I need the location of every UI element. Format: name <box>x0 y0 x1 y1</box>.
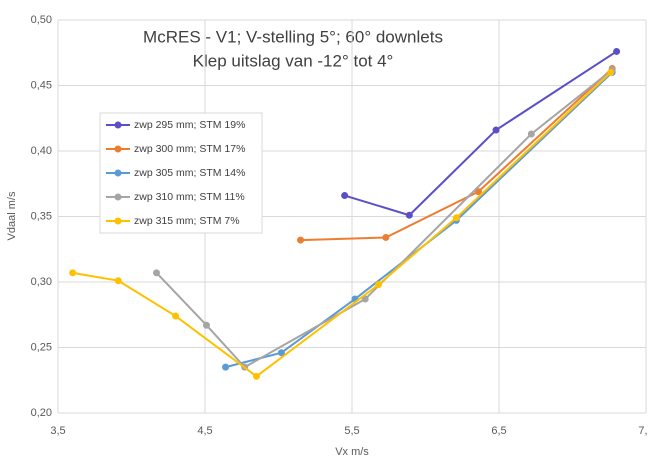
data-point <box>202 321 210 329</box>
y-tick-label: 0,30 <box>31 276 52 288</box>
data-point <box>69 269 77 277</box>
x-tick-label: 4,5 <box>197 425 212 437</box>
y-axis-label: Vdaal m/s <box>6 191 18 240</box>
legend-label: zwp 310 mm; STM 11% <box>134 191 245 203</box>
data-point <box>172 312 180 320</box>
data-point <box>361 295 369 303</box>
data-point <box>613 47 621 55</box>
legend-label: zwp 315 mm; STM 7% <box>134 215 240 227</box>
y-tick-label: 0,45 <box>31 79 52 91</box>
data-point <box>382 233 390 241</box>
data-point <box>341 192 349 200</box>
x-axis-label: Vx m/s <box>335 446 369 458</box>
data-point <box>452 214 460 222</box>
y-tick-label: 0,35 <box>31 210 52 222</box>
x-tick-label: 3,5 <box>50 425 65 437</box>
y-tick-label: 0,20 <box>31 407 52 419</box>
data-point <box>114 277 122 285</box>
x-tick-label: 6,5 <box>491 425 506 437</box>
data-point <box>277 349 285 357</box>
data-point <box>527 130 535 138</box>
legend-label: zwp 305 mm; STM 14% <box>134 167 245 179</box>
y-tick-label: 0,40 <box>31 145 52 157</box>
series-line <box>300 67 613 242</box>
legend-marker <box>114 145 122 153</box>
data-point <box>152 269 160 277</box>
series-line <box>344 50 618 217</box>
data-point <box>252 372 260 380</box>
legend-marker <box>114 217 122 225</box>
legend-marker <box>114 169 122 177</box>
x-tick-label: 5,5 <box>344 425 359 437</box>
data-point <box>374 281 382 289</box>
x-tick-label: 7,5 <box>638 425 648 437</box>
chart-subtitle: Klep uitslag van -12° tot 4° <box>193 51 394 70</box>
y-tick-label: 0,50 <box>31 14 52 26</box>
legend-label: zwp 300 mm; STM 17% <box>134 143 245 155</box>
chart-title: McRES - V1; V-stelling 5°; 60° downlets <box>143 27 443 46</box>
data-point <box>492 126 500 134</box>
series-line <box>155 68 613 369</box>
plot-area <box>69 47 621 380</box>
data-point <box>474 188 482 196</box>
legend-marker <box>114 193 122 201</box>
data-point <box>222 363 230 371</box>
y-tick-label: 0,25 <box>31 341 52 353</box>
legend-marker <box>114 121 122 129</box>
data-point <box>297 236 305 244</box>
data-point <box>405 211 413 219</box>
data-point <box>607 68 615 76</box>
legend-label: zwp 295 mm; STM 19% <box>134 119 245 131</box>
